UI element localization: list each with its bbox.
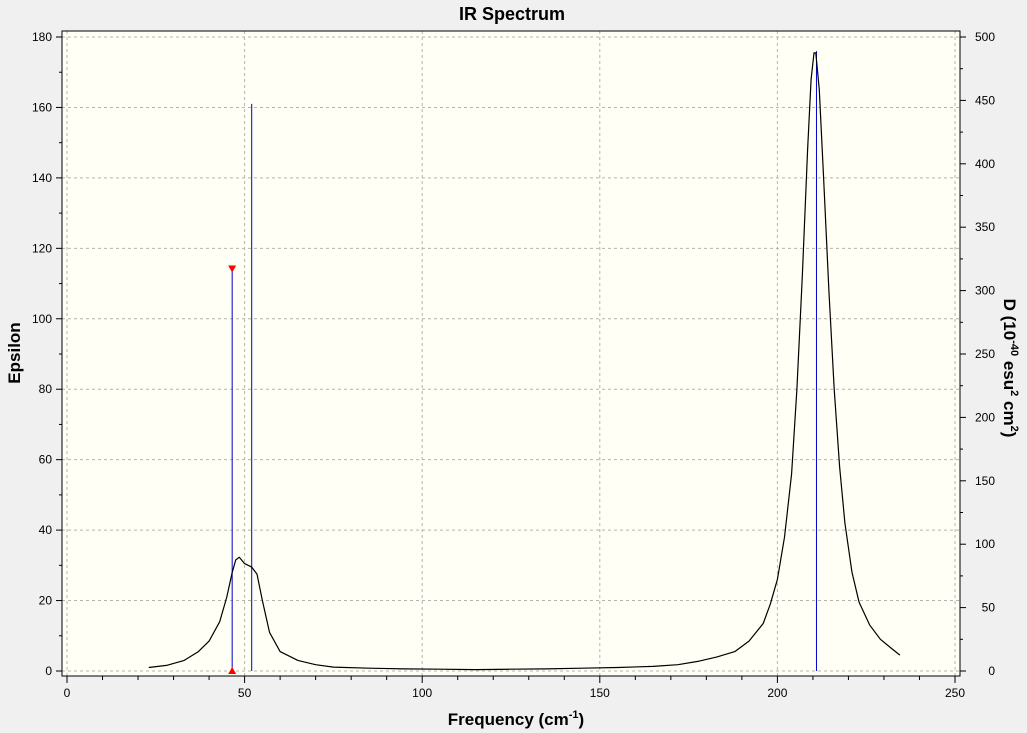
y-right-tick-label: 450 [975, 93, 995, 107]
selection-marker-bottom [228, 667, 237, 674]
y-left-tick-label: 100 [32, 312, 52, 326]
x-tick-label: 250 [945, 686, 965, 700]
y-left-tick-label: 40 [39, 523, 53, 537]
y-right-tick-label: 0 [988, 664, 995, 678]
y-left-tick-label: 20 [39, 594, 53, 608]
x-tick-label: 50 [238, 686, 252, 700]
y-left-tick-label: 60 [39, 453, 53, 467]
chart-title: IR Spectrum [459, 4, 565, 24]
selection-markers[interactable] [228, 265, 237, 674]
y-right-tick-label: 400 [975, 157, 995, 171]
x-tick-label: 100 [412, 686, 432, 700]
plot-area [61, 30, 961, 677]
selection-marker-top [228, 265, 237, 273]
y-left-tick-label: 80 [39, 382, 53, 396]
y-right-tick-label: 500 [975, 30, 995, 44]
y-left-tick-label: 120 [32, 241, 52, 255]
stick-lines [231, 51, 817, 671]
y-left-tick-label: 0 [45, 664, 52, 678]
x-axis-title: Frequency (cm-1) [448, 709, 584, 729]
y-axis-left-title: Epsilon [5, 322, 24, 383]
y-right-tick-label: 350 [975, 220, 995, 234]
y-right-tick-label: 250 [975, 347, 995, 361]
y-right-tick-label: 100 [975, 537, 995, 551]
x-tick-label: 200 [767, 686, 787, 700]
y-axis-right-title: D (10-40 esu2 cm2) [1000, 299, 1020, 438]
spectrum-curve-group [148, 52, 901, 671]
y-left-tick-label: 140 [32, 171, 52, 185]
y-left-tick-label: 160 [32, 100, 52, 114]
y-right-tick-label: 150 [975, 474, 995, 488]
y-right-tick-label: 300 [975, 284, 995, 298]
spectrum-curve [148, 52, 901, 671]
y-left-tick-label: 180 [32, 30, 52, 44]
y-right-tick-label: 200 [975, 410, 995, 424]
plot-border [61, 30, 961, 677]
axis-ticks: 0 50 100 150 200 250 0 20 40 60 80 100 120 140 160 180 0… [32, 30, 995, 700]
y-right-tick-label: 50 [982, 601, 996, 615]
x-tick-label: 150 [590, 686, 610, 700]
x-tick-label: 0 [64, 686, 71, 700]
